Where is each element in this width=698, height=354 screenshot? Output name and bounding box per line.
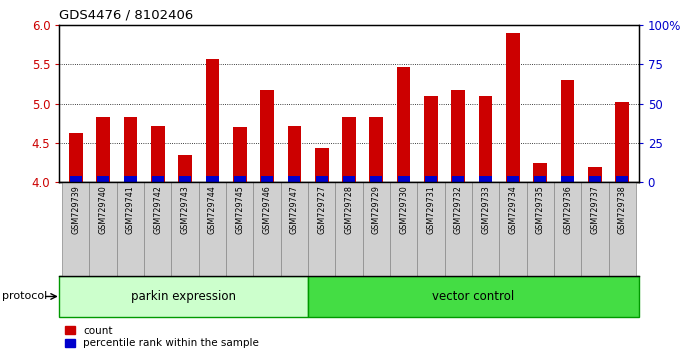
Text: GSM729735: GSM729735 xyxy=(536,185,545,234)
Text: GSM729746: GSM729746 xyxy=(262,185,272,234)
Bar xyxy=(315,176,328,182)
Bar xyxy=(370,176,383,182)
Legend: count, percentile rank within the sample: count, percentile rank within the sample xyxy=(64,326,259,348)
Text: GSM729732: GSM729732 xyxy=(454,185,463,234)
Text: GSM729734: GSM729734 xyxy=(508,185,517,234)
Text: GSM729740: GSM729740 xyxy=(98,185,107,234)
Bar xyxy=(151,126,165,182)
Bar xyxy=(144,182,172,276)
Bar xyxy=(452,176,464,182)
Bar xyxy=(253,182,281,276)
Bar xyxy=(151,176,164,182)
Text: parkin expression: parkin expression xyxy=(131,290,236,303)
Text: protocol: protocol xyxy=(2,291,47,302)
Bar xyxy=(117,182,144,276)
Bar xyxy=(59,276,308,317)
Bar xyxy=(589,176,601,182)
Text: GDS4476 / 8102406: GDS4476 / 8102406 xyxy=(59,9,193,22)
Bar xyxy=(425,176,437,182)
Text: GSM729742: GSM729742 xyxy=(153,185,162,234)
Bar xyxy=(369,117,383,182)
Bar xyxy=(308,182,335,276)
Bar xyxy=(363,182,390,276)
Text: GSM729745: GSM729745 xyxy=(235,185,244,234)
Text: GSM729739: GSM729739 xyxy=(71,185,80,234)
Text: GSM729744: GSM729744 xyxy=(208,185,217,234)
Bar xyxy=(499,182,526,276)
Bar xyxy=(199,182,226,276)
Text: GSM729730: GSM729730 xyxy=(399,185,408,234)
Bar xyxy=(561,176,574,182)
Bar xyxy=(205,59,219,182)
Text: GSM729728: GSM729728 xyxy=(345,185,353,234)
Bar xyxy=(179,176,191,182)
Text: GSM729729: GSM729729 xyxy=(372,185,381,234)
Bar xyxy=(533,162,547,182)
Text: GSM729738: GSM729738 xyxy=(618,185,627,234)
Bar xyxy=(260,90,274,182)
Bar xyxy=(424,96,438,182)
Bar xyxy=(178,155,192,182)
Bar xyxy=(588,166,602,182)
Bar xyxy=(124,176,137,182)
Bar xyxy=(70,176,82,182)
Bar xyxy=(445,182,472,276)
Bar xyxy=(397,176,410,182)
Bar xyxy=(480,176,492,182)
Text: GSM729747: GSM729747 xyxy=(290,185,299,234)
Bar xyxy=(507,176,519,182)
Bar xyxy=(452,90,465,182)
Bar xyxy=(124,117,138,182)
Bar xyxy=(397,67,410,182)
Bar xyxy=(609,182,636,276)
Bar xyxy=(97,176,109,182)
Bar xyxy=(554,182,581,276)
Text: GSM729743: GSM729743 xyxy=(181,185,190,234)
Bar xyxy=(390,182,417,276)
Bar xyxy=(616,176,628,182)
Bar xyxy=(581,182,609,276)
Bar xyxy=(89,182,117,276)
Bar xyxy=(206,176,218,182)
Bar xyxy=(96,117,110,182)
Bar xyxy=(288,176,301,182)
Text: GSM729731: GSM729731 xyxy=(426,185,436,234)
Bar xyxy=(261,176,273,182)
Bar xyxy=(526,182,554,276)
Text: vector control: vector control xyxy=(432,290,514,303)
Bar xyxy=(308,276,639,317)
Bar xyxy=(472,182,499,276)
Bar xyxy=(69,133,82,182)
Bar xyxy=(343,176,355,182)
Text: GSM729733: GSM729733 xyxy=(481,185,490,234)
Text: GSM729727: GSM729727 xyxy=(317,185,326,234)
Bar xyxy=(342,117,356,182)
Bar xyxy=(288,126,301,182)
Bar xyxy=(506,33,520,182)
Bar xyxy=(560,80,574,182)
Text: GSM729741: GSM729741 xyxy=(126,185,135,234)
Bar xyxy=(417,182,445,276)
Bar xyxy=(281,182,308,276)
Bar xyxy=(172,182,199,276)
Text: GSM729737: GSM729737 xyxy=(591,185,600,234)
Bar xyxy=(233,127,246,182)
Bar xyxy=(315,148,329,182)
Bar xyxy=(62,182,89,276)
Bar xyxy=(335,182,363,276)
Bar xyxy=(479,96,493,182)
Bar xyxy=(226,182,253,276)
Bar xyxy=(616,102,629,182)
Bar xyxy=(534,176,547,182)
Text: GSM729736: GSM729736 xyxy=(563,185,572,234)
Bar xyxy=(234,176,246,182)
